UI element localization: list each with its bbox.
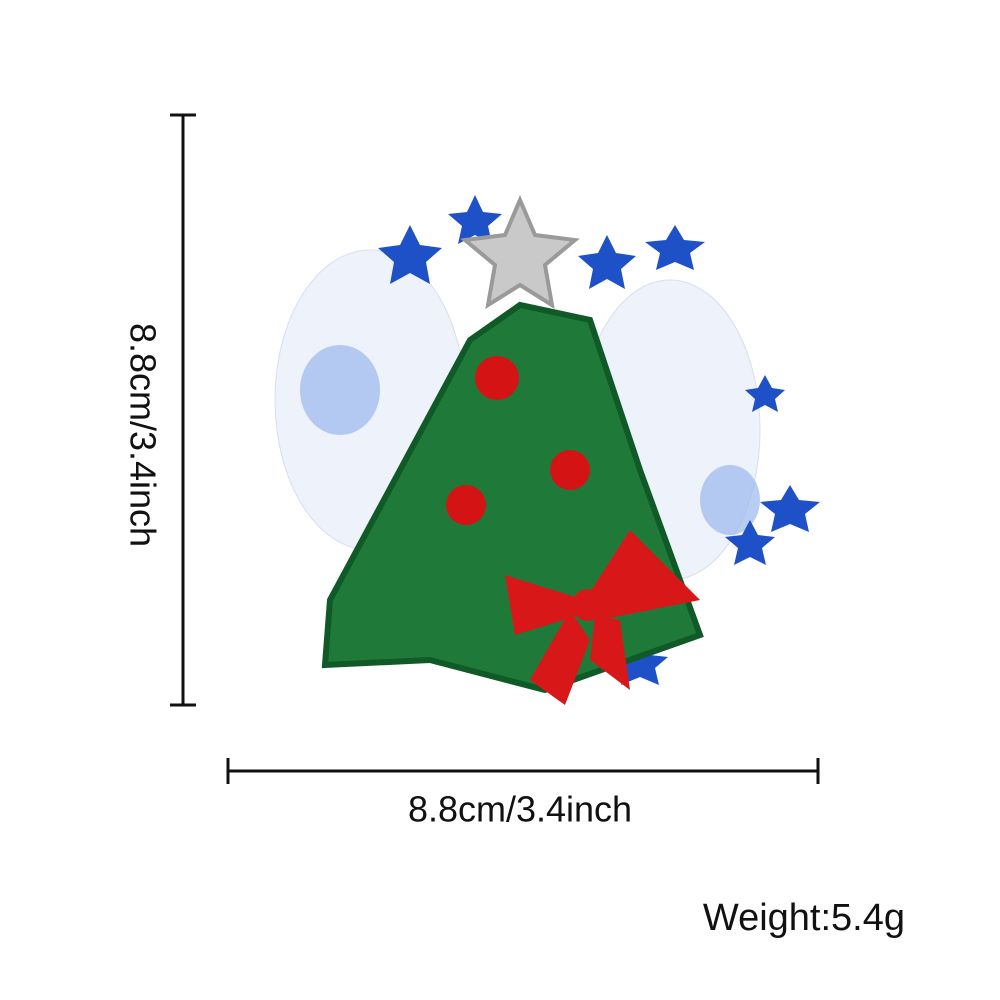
pompom [550, 450, 590, 490]
sequin [700, 465, 760, 535]
sequin [300, 345, 380, 435]
bow [505, 530, 700, 705]
pompom [446, 485, 486, 525]
product [274, 194, 820, 705]
height-dimension-line [170, 113, 196, 707]
blue-stars [378, 195, 820, 685]
silver-star [460, 194, 580, 310]
height-label: 8.8cm/3.4inch [122, 323, 163, 547]
weight-label: Weight:5.4g [703, 897, 905, 939]
width-dimension-line [226, 758, 820, 784]
pompom [475, 356, 519, 400]
width-label: 8.8cm/3.4inch [408, 789, 632, 830]
